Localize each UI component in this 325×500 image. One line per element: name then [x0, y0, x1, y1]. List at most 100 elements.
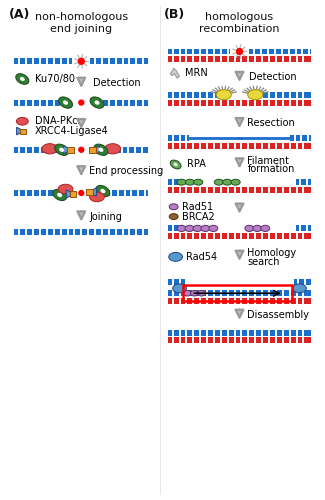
- Ellipse shape: [194, 180, 203, 185]
- Ellipse shape: [231, 180, 240, 185]
- Ellipse shape: [177, 180, 186, 185]
- Ellipse shape: [96, 186, 110, 196]
- Bar: [168, 143, 311, 149]
- Ellipse shape: [184, 290, 191, 296]
- Ellipse shape: [100, 189, 105, 193]
- Bar: [14, 100, 66, 105]
- Bar: [168, 338, 311, 344]
- Polygon shape: [17, 128, 24, 135]
- Bar: [295, 179, 311, 185]
- Bar: [168, 56, 311, 62]
- Bar: [168, 298, 311, 304]
- Bar: [14, 230, 148, 235]
- Ellipse shape: [169, 252, 183, 262]
- Bar: [168, 179, 184, 185]
- Bar: [168, 330, 311, 336]
- Ellipse shape: [190, 290, 199, 296]
- Text: formation: formation: [247, 164, 295, 174]
- Ellipse shape: [98, 148, 103, 152]
- Ellipse shape: [193, 226, 202, 232]
- Ellipse shape: [58, 184, 73, 194]
- Polygon shape: [66, 190, 74, 198]
- Bar: [168, 226, 184, 232]
- Ellipse shape: [94, 144, 108, 156]
- Circle shape: [79, 148, 84, 152]
- Circle shape: [79, 190, 84, 196]
- Bar: [168, 100, 311, 105]
- Ellipse shape: [209, 226, 218, 232]
- Ellipse shape: [169, 204, 178, 210]
- Bar: [97, 100, 148, 105]
- Ellipse shape: [90, 97, 104, 108]
- Bar: [168, 234, 311, 239]
- Ellipse shape: [173, 284, 187, 293]
- Ellipse shape: [253, 226, 262, 232]
- Bar: [90, 58, 148, 64]
- Ellipse shape: [57, 193, 62, 197]
- Polygon shape: [88, 188, 97, 196]
- Ellipse shape: [174, 163, 177, 166]
- Ellipse shape: [292, 284, 306, 293]
- Ellipse shape: [63, 100, 68, 105]
- Ellipse shape: [248, 90, 263, 100]
- Ellipse shape: [214, 180, 224, 185]
- Ellipse shape: [17, 118, 28, 125]
- Bar: [86, 190, 93, 195]
- Text: Joining: Joining: [89, 212, 122, 222]
- Ellipse shape: [105, 144, 121, 154]
- Bar: [184, 286, 292, 301]
- Circle shape: [237, 48, 242, 54]
- Polygon shape: [63, 146, 72, 154]
- Text: Rad54: Rad54: [187, 252, 217, 262]
- Ellipse shape: [223, 180, 232, 185]
- Ellipse shape: [245, 226, 254, 232]
- Bar: [168, 187, 311, 193]
- Bar: [14, 58, 72, 64]
- Text: Homology: Homology: [247, 248, 296, 258]
- Ellipse shape: [42, 144, 58, 154]
- Bar: [168, 135, 189, 141]
- Bar: [290, 135, 311, 141]
- Ellipse shape: [95, 100, 99, 105]
- Bar: [257, 92, 311, 98]
- Text: Disassembly: Disassembly: [247, 310, 309, 320]
- Ellipse shape: [170, 160, 181, 169]
- Ellipse shape: [216, 90, 231, 100]
- Text: Rad51: Rad51: [182, 202, 213, 212]
- Text: RPA: RPA: [188, 160, 206, 170]
- Ellipse shape: [16, 74, 29, 85]
- Bar: [103, 147, 148, 152]
- Ellipse shape: [59, 148, 64, 152]
- Text: (A): (A): [8, 8, 30, 21]
- Ellipse shape: [261, 226, 270, 232]
- Text: BRCA2: BRCA2: [182, 212, 214, 222]
- Text: homologous
recombination: homologous recombination: [199, 12, 280, 34]
- Text: MRN: MRN: [186, 68, 208, 78]
- Bar: [295, 226, 311, 232]
- Bar: [67, 147, 73, 152]
- Text: Detection: Detection: [249, 72, 297, 82]
- Bar: [14, 147, 60, 152]
- Bar: [168, 280, 186, 285]
- Ellipse shape: [53, 190, 67, 200]
- Bar: [249, 48, 311, 54]
- Bar: [168, 48, 230, 54]
- Ellipse shape: [201, 226, 210, 232]
- Ellipse shape: [58, 97, 72, 108]
- Bar: [89, 147, 96, 152]
- Text: DNA-PKcs: DNA-PKcs: [35, 116, 83, 126]
- Text: Detection: Detection: [93, 78, 141, 88]
- Polygon shape: [91, 146, 99, 154]
- Ellipse shape: [169, 214, 178, 220]
- Ellipse shape: [185, 226, 194, 232]
- Text: XRCC4-Ligase4: XRCC4-Ligase4: [35, 126, 109, 136]
- Ellipse shape: [55, 144, 69, 156]
- Ellipse shape: [90, 192, 104, 202]
- Ellipse shape: [185, 180, 194, 185]
- Bar: [70, 191, 76, 196]
- Text: search: search: [247, 257, 280, 267]
- Text: End processing: End processing: [89, 166, 163, 176]
- Text: non-homologous
end joining: non-homologous end joining: [35, 12, 128, 34]
- Bar: [99, 190, 148, 196]
- Text: Ku70/80: Ku70/80: [35, 74, 75, 84]
